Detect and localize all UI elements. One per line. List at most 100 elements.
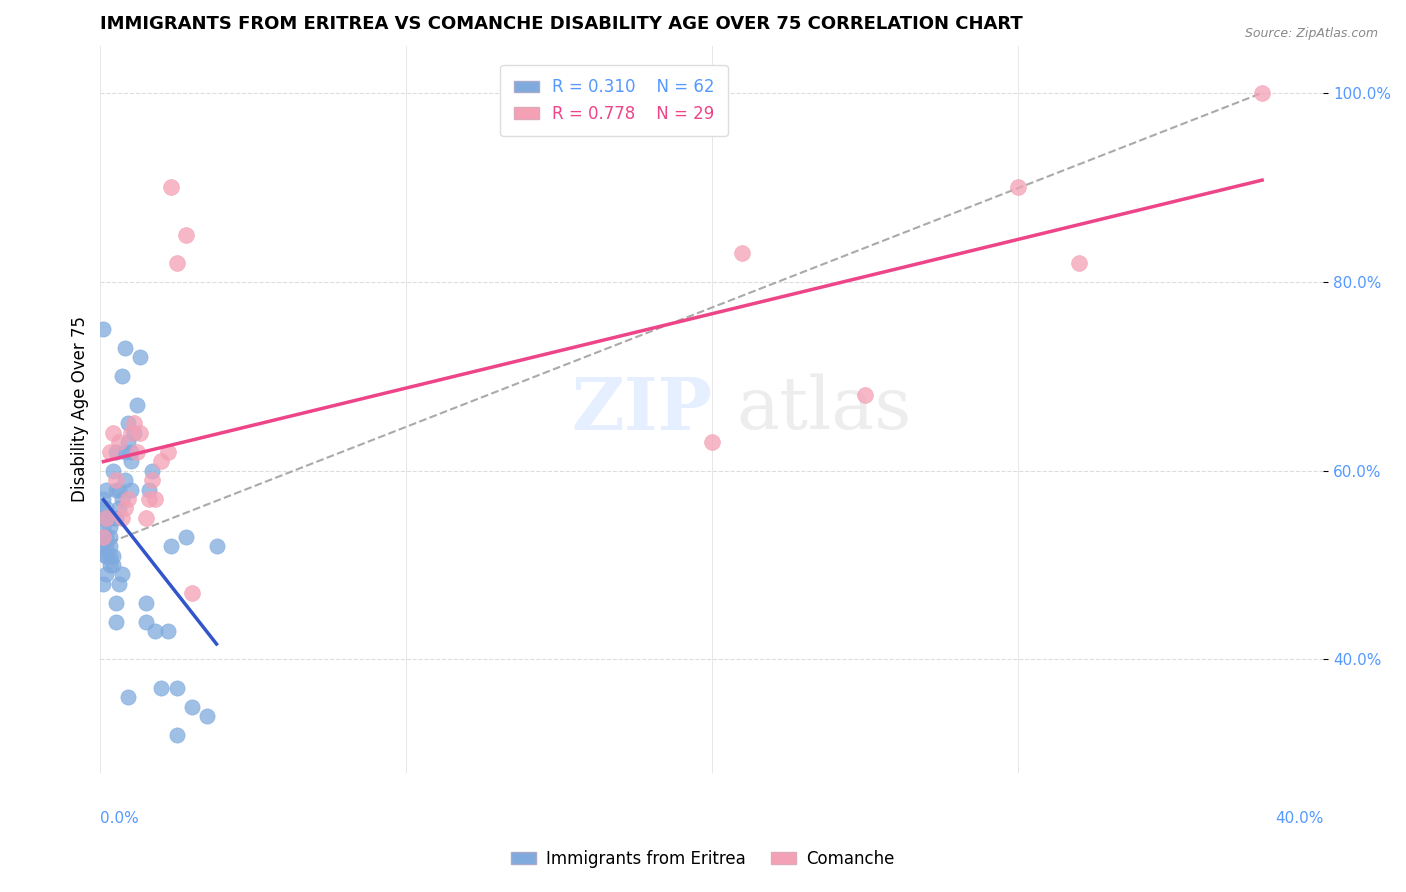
Point [120, 425, 142, 440]
Point [98, 539, 121, 553]
Point [101, 464, 124, 478]
Point [101, 425, 124, 440]
Point [96, 539, 118, 553]
Point [107, 483, 129, 497]
Point [93, 530, 115, 544]
Point [145, 624, 167, 639]
Point [731, 246, 754, 260]
Point [104, 444, 127, 458]
Text: IMMIGRANTS FROM ERITREA VS COMANCHE DISABILITY AGE OVER 75 CORRELATION CHART: IMMIGRANTS FROM ERITREA VS COMANCHE DISA… [100, 15, 1024, 33]
Point [93, 530, 115, 544]
Point [120, 483, 142, 497]
Point [141, 464, 163, 478]
Point [96, 567, 118, 582]
Text: ZIP: ZIP [571, 374, 711, 445]
Point [98, 520, 121, 534]
Point [93, 501, 115, 516]
Point [111, 491, 134, 506]
Point [111, 511, 134, 525]
Point [1007, 180, 1029, 194]
Point [135, 596, 157, 610]
Point [120, 454, 142, 468]
Point [138, 491, 160, 506]
Point [107, 577, 129, 591]
Point [107, 435, 129, 450]
Point [122, 417, 145, 431]
Point [166, 728, 188, 742]
Point [114, 444, 136, 458]
Point [195, 709, 218, 723]
Point [853, 388, 876, 402]
Point [117, 435, 139, 450]
Point [135, 511, 157, 525]
Point [114, 473, 136, 487]
Legend: R = 0.310    N = 62, R = 0.778    N = 29: R = 0.310 N = 62, R = 0.778 N = 29 [501, 65, 728, 136]
Point [114, 501, 136, 516]
Point [104, 596, 127, 610]
Point [98, 444, 121, 458]
Point [117, 690, 139, 705]
Text: atlas: atlas [737, 374, 911, 444]
Point [96, 549, 118, 563]
Point [104, 615, 127, 629]
Point [156, 624, 179, 639]
Point [96, 483, 118, 497]
Point [93, 491, 115, 506]
Point [111, 369, 134, 384]
Point [129, 351, 152, 365]
Point [93, 322, 115, 336]
Point [150, 454, 173, 468]
Text: Source: ZipAtlas.com: Source: ZipAtlas.com [1244, 27, 1378, 40]
Point [101, 511, 124, 525]
Point [150, 681, 173, 695]
Point [96, 549, 118, 563]
Point [129, 425, 152, 440]
Point [205, 539, 228, 553]
Point [114, 341, 136, 355]
Point [166, 681, 188, 695]
Point [159, 180, 181, 194]
Point [96, 511, 118, 525]
Point [135, 615, 157, 629]
Y-axis label: Disability Age Over 75: Disability Age Over 75 [72, 317, 89, 502]
Point [125, 444, 148, 458]
Point [93, 520, 115, 534]
Point [181, 699, 204, 714]
Point [700, 435, 723, 450]
Point [145, 491, 167, 506]
Point [98, 530, 121, 544]
Text: 0.0%: 0.0% [100, 811, 139, 826]
Text: 40.0%: 40.0% [1275, 811, 1323, 826]
Point [122, 425, 145, 440]
Point [104, 473, 127, 487]
Point [96, 530, 118, 544]
Point [117, 417, 139, 431]
Point [174, 530, 197, 544]
Point [107, 501, 129, 516]
Point [93, 511, 115, 525]
Point [96, 511, 118, 525]
Point [174, 227, 197, 242]
Point [125, 397, 148, 411]
Point [138, 483, 160, 497]
Point [96, 501, 118, 516]
Point [98, 549, 121, 563]
Point [120, 444, 142, 458]
Point [1067, 256, 1090, 270]
Point [93, 539, 115, 553]
Point [181, 586, 204, 600]
Point [156, 444, 179, 458]
Legend: Immigrants from Eritrea, Comanche: Immigrants from Eritrea, Comanche [505, 844, 901, 875]
Point [117, 491, 139, 506]
Point [98, 558, 121, 572]
Point [104, 511, 127, 525]
Point [101, 549, 124, 563]
Point [1251, 86, 1274, 100]
Point [166, 256, 188, 270]
Point [141, 473, 163, 487]
Point [159, 539, 181, 553]
Point [111, 567, 134, 582]
Point [101, 558, 124, 572]
Point [93, 577, 115, 591]
Point [104, 483, 127, 497]
